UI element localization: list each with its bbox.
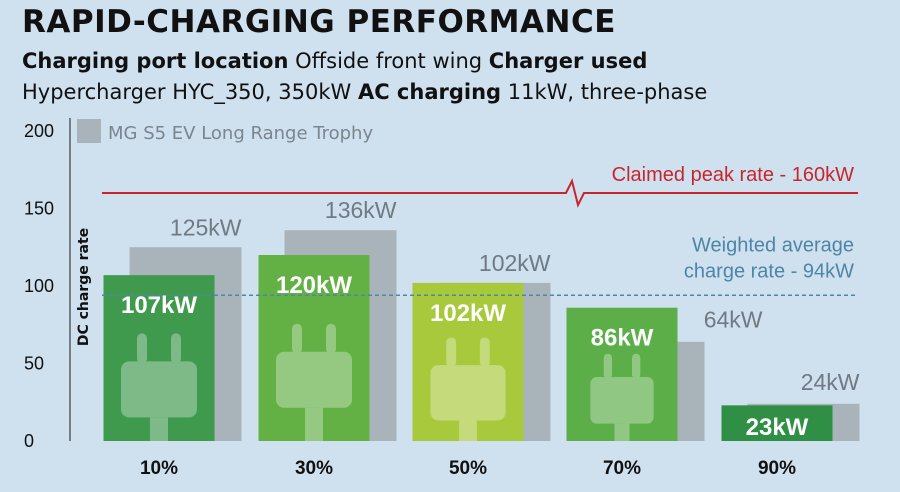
weighted-average-label: Weighted average bbox=[692, 234, 854, 256]
chart-subtitle: Charging port location Offside front win… bbox=[22, 46, 882, 108]
y-tick-label: 0 bbox=[24, 431, 34, 451]
claimed-peak-line bbox=[102, 178, 858, 208]
plug-icon bbox=[276, 323, 352, 441]
bar bbox=[412, 282, 524, 441]
chart-title: RAPID-CHARGING PERFORMANCE bbox=[22, 4, 616, 40]
plug-icon bbox=[430, 337, 506, 441]
plug-icon bbox=[590, 353, 654, 441]
ac-label: AC charging bbox=[357, 80, 502, 104]
bar bbox=[258, 255, 370, 441]
comparison-value-label: 24kW bbox=[801, 369, 860, 395]
y-tick-label: 100 bbox=[24, 276, 54, 296]
bar bbox=[566, 307, 678, 441]
plug-icon bbox=[121, 333, 197, 441]
x-tick-label: 90% bbox=[758, 458, 796, 479]
comparison-value-label: 64kW bbox=[704, 307, 763, 333]
ac-value: 11kW, three-phase bbox=[507, 80, 708, 104]
y-tick-label: 50 bbox=[24, 354, 44, 374]
comparison-value-label: 125kW bbox=[170, 214, 242, 240]
legend-swatch bbox=[77, 119, 101, 143]
comparison-value-label: 136kW bbox=[325, 197, 397, 223]
comparison-value-label: 102kW bbox=[479, 250, 551, 276]
x-tick-label: 70% bbox=[603, 458, 641, 479]
bar-value-label: 23kW bbox=[746, 414, 809, 441]
y-axis-label: DC charge rate bbox=[76, 228, 92, 346]
bar-value-label: 107kW bbox=[121, 292, 197, 319]
bar bbox=[103, 275, 215, 441]
bar bbox=[721, 405, 833, 441]
port-label: Charging port location bbox=[22, 49, 289, 73]
y-tick-label: 200 bbox=[24, 121, 54, 141]
legend-label: MG S5 EV Long Range Trophy bbox=[108, 123, 373, 144]
x-tick-label: 50% bbox=[449, 458, 487, 479]
claimed-peak-label: Claimed peak rate - 160kW bbox=[612, 164, 854, 186]
bar-value-label: 102kW bbox=[430, 300, 506, 327]
weighted-average-label-2: charge rate - 94kW bbox=[684, 260, 854, 282]
x-tick-label: 10% bbox=[140, 458, 178, 479]
x-tick-label: 30% bbox=[295, 458, 333, 479]
bar-value-label: 120kW bbox=[276, 272, 352, 299]
bar-value-label: 86kW bbox=[591, 325, 654, 352]
charger-label: Charger used bbox=[488, 49, 648, 73]
port-value: Offside front wing bbox=[295, 49, 483, 73]
charger-value: Hypercharger HYC_350, 350kW bbox=[22, 80, 352, 104]
y-tick-label: 150 bbox=[24, 199, 54, 219]
